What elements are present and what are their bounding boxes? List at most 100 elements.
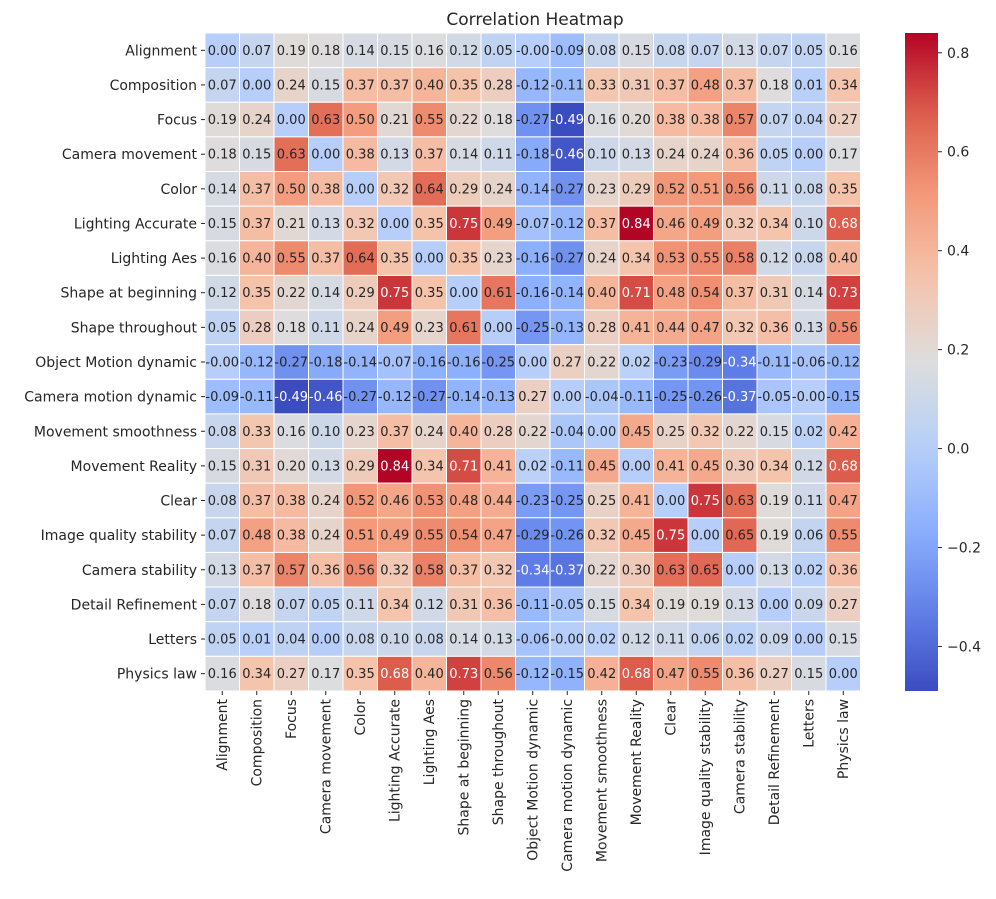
cell-value-label: 0.12 [622,633,651,648]
column-label: Clear [664,699,680,736]
cell-value-label: 0.27 [518,390,547,405]
cell-value-label: 0.00 [794,148,823,163]
cell-value-label: 0.00 [346,182,375,197]
cell-value-label: 0.00 [311,633,340,648]
heatmap-cell [584,378,620,415]
cell-value-label: 0.07 [760,44,789,59]
cell-value-label: 0.00 [518,355,547,370]
cell-value-label: 0.22 [587,563,616,578]
heatmap-cell [377,171,413,207]
heatmap-cell [377,551,413,588]
cell-value-label: 0.05 [208,321,237,336]
cell-value-label: 0.18 [208,148,237,163]
cell-value-label: 0.57 [277,563,306,578]
heatmap-cell [480,309,516,346]
cell-value-label: 0.06 [691,633,720,648]
column-label: Focus [284,699,300,739]
cell-value-label: 0.15 [208,459,237,474]
cell-value-label: 0.71 [449,459,478,474]
cell-value-label: 0.17 [311,667,340,682]
cell-value-label: -0.26 [688,390,722,405]
heatmap-cell [377,378,413,415]
heatmap-cell [411,378,447,415]
heatmap-cell [756,274,792,311]
cell-value-label: 0.10 [587,148,616,163]
heatmap-cell [825,240,861,276]
heatmap-cell [584,32,620,69]
heatmap-cell [342,309,378,346]
cell-value-label: 0.32 [380,563,409,578]
cell-value-label: 0.56 [346,563,375,578]
cell-value-label: 0.55 [829,529,858,544]
heatmap-cell [480,517,516,553]
cell-value-label: 0.48 [449,494,478,509]
row-label: Object Motion dynamic [35,355,197,371]
cell-value-label: 0.42 [587,667,616,682]
heatmap-cell [480,274,516,311]
cell-value-label: 0.55 [415,529,444,544]
heatmap-cell [204,413,240,450]
heatmap-cell [791,67,827,103]
cell-value-label: 0.37 [311,252,340,267]
heatmap-cell [377,274,413,311]
cell-value-label: 0.45 [587,459,616,474]
cell-value-label: 0.73 [449,667,478,682]
heatmap-cell [411,101,447,138]
heatmap-cell [411,344,447,380]
cell-value-label: -0.49 [550,113,584,128]
heatmap-cell [687,136,723,173]
cell-value-label: 0.29 [622,182,651,197]
heatmap-cell [584,621,620,657]
heatmap-cell [480,101,516,138]
cell-value-label: 0.32 [484,563,513,578]
cell-value-label: 0.08 [794,182,823,197]
colorbar-tick-label: 0.4 [947,244,969,260]
cell-value-label: 0.07 [277,598,306,613]
cell-value-label: 0.31 [449,598,478,613]
heatmap-cell [722,517,758,553]
cell-value-label: 0.35 [829,182,858,197]
heatmap-cell [239,655,275,692]
cell-value-label: 0.15 [760,425,789,440]
cell-value-label: 0.37 [380,78,409,93]
cell-value-label: 0.00 [277,113,306,128]
cell-value-label: 0.00 [311,148,340,163]
cell-value-label: 0.24 [311,494,340,509]
cell-value-label: 0.02 [794,425,823,440]
heatmap-cell [446,101,482,138]
cell-value-label: 0.45 [622,425,651,440]
cell-value-label: -0.27 [516,113,550,128]
heatmap-cell [446,413,482,450]
heatmap-cell [791,274,827,311]
heatmap-cell [687,655,723,692]
cell-value-label: 0.58 [415,563,444,578]
cell-value-label: 0.48 [656,286,685,301]
heatmap-cell [791,448,827,484]
heatmap-cell [446,32,482,69]
heatmap-cell [653,240,689,276]
row-label: Letters [148,632,197,648]
heatmap-cell [480,482,516,519]
heatmap-cell [549,171,585,207]
cell-value-label: 0.49 [691,217,720,232]
heatmap-cell [515,344,551,380]
cell-value-label: 0.12 [449,44,478,59]
cell-value-label: 0.05 [760,148,789,163]
heatmap-cell [308,378,344,415]
cell-value-label: 0.48 [691,78,720,93]
cell-value-label: 0.35 [449,78,478,93]
cell-value-label: 0.22 [587,355,616,370]
cell-value-label: 0.37 [656,78,685,93]
heatmap-cell [791,482,827,519]
cell-value-label: -0.16 [516,252,550,267]
cell-value-label: 0.41 [656,459,685,474]
cell-value-label: 0.37 [587,217,616,232]
cell-value-label: 0.37 [242,217,271,232]
cell-value-label: 0.00 [380,217,409,232]
heatmap-cell [825,586,861,623]
colorbar-gradient [905,33,938,691]
heatmap-cell [584,551,620,588]
cell-value-label: 0.33 [242,425,271,440]
cell-value-label: 0.14 [346,44,375,59]
heatmap-cell [515,482,551,519]
